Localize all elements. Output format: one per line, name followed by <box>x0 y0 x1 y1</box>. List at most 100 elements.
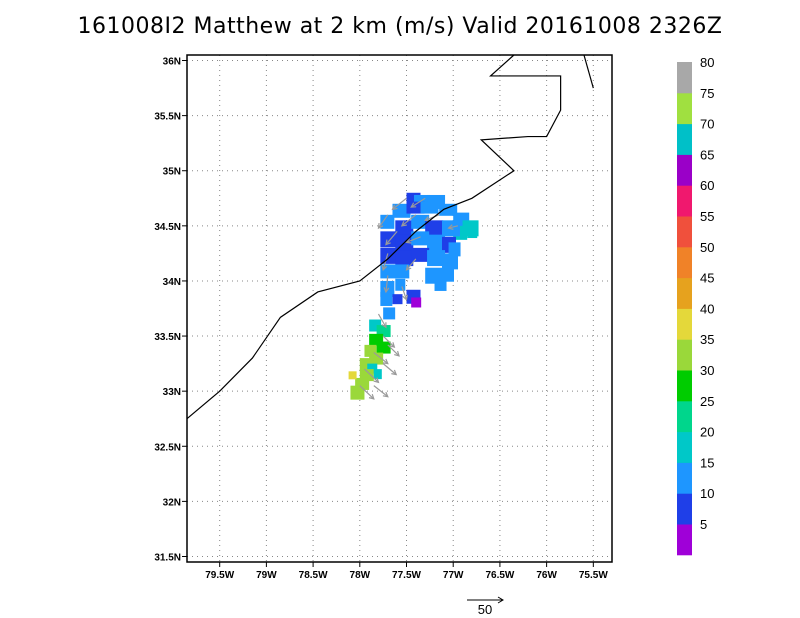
wind-vector-head <box>368 393 375 400</box>
wind-vector <box>392 197 407 210</box>
coastline <box>583 54 594 89</box>
lon-tick-label: 76W <box>536 570 557 581</box>
wind-vector-head <box>377 223 384 230</box>
colorbar-label: 25 <box>700 394 714 409</box>
colorbar-segment <box>677 123 692 155</box>
lat-tick-label: 35.5N <box>154 112 181 123</box>
wind-vector-head <box>383 287 390 294</box>
wind-vector <box>410 197 426 208</box>
lat-tick-label: 33.5N <box>154 332 181 343</box>
wind-vector <box>377 313 387 328</box>
wind-cell <box>448 242 461 257</box>
colorbar-segment <box>677 154 692 186</box>
wind-cell <box>383 307 396 320</box>
wind-vector <box>373 385 389 398</box>
colorbar-segment <box>677 400 692 433</box>
plot-frame <box>186 54 613 563</box>
wind-cell <box>467 228 478 239</box>
colorbar-segment <box>677 462 692 494</box>
colorbar-label: 45 <box>700 271 714 286</box>
colorbar-label: 40 <box>700 301 714 316</box>
wind-cell <box>380 214 395 229</box>
coastline <box>186 54 562 420</box>
colorbar-segment <box>677 308 692 340</box>
lat-tick-label: 32.5N <box>154 442 181 453</box>
lon-tick-label: 77W <box>443 570 464 581</box>
colorbar-label: 20 <box>700 425 714 440</box>
wind-vector-head <box>394 350 400 357</box>
colorbar-label: 55 <box>700 209 714 224</box>
wind-vector-head <box>373 377 380 384</box>
lat-tick-label: 34.5N <box>154 222 181 233</box>
colorbar-segment <box>677 246 692 279</box>
wind-vector-head <box>382 391 389 398</box>
wind-vector <box>373 352 389 365</box>
wind-vector <box>385 275 389 293</box>
wind-vector-head <box>400 221 407 227</box>
colorbar-segment <box>677 216 692 248</box>
wind-cell <box>395 278 406 291</box>
wind-vector <box>401 214 417 227</box>
wind-cell <box>442 267 454 282</box>
wind-cell <box>380 247 397 264</box>
colorbar-label: 5 <box>700 517 707 532</box>
wind-vector-head <box>391 204 398 211</box>
wind-vector-head <box>391 369 398 376</box>
wind-cell <box>427 250 446 267</box>
lon-tick-label: 79W <box>256 570 277 581</box>
colorbar-segment <box>677 339 692 371</box>
colorbar-segment <box>677 92 692 125</box>
wind-cell <box>406 201 425 214</box>
wind-cell <box>380 291 393 306</box>
wind-cell <box>411 231 430 246</box>
wind-cell <box>442 253 458 270</box>
wind-vector-head <box>447 224 454 230</box>
colorbar-label: 30 <box>700 363 714 378</box>
wind-cell <box>350 385 365 400</box>
wind-cell <box>395 220 414 237</box>
chart-title: 161008I2 Matthew at 2 km (m/s) Valid 201… <box>77 14 723 39</box>
lon-tick-label: 79.5W <box>205 570 234 581</box>
lat-tick-label: 33N <box>163 387 181 398</box>
lon-tick-label: 76.5W <box>485 570 514 581</box>
lon-tick-label: 75.5W <box>579 570 608 581</box>
wind-vector-head <box>381 264 388 272</box>
colorbar-segment <box>677 185 692 217</box>
wind-cell <box>392 203 411 218</box>
colorbar-segment <box>677 62 692 94</box>
lat-tick-label: 32N <box>163 497 181 508</box>
wind-cell <box>376 341 391 354</box>
lon-tick-label: 78.5W <box>299 570 328 581</box>
wind-vector-head <box>405 238 412 244</box>
colorbar-segment <box>677 277 692 309</box>
wind-vector <box>406 236 421 243</box>
colorbar-label: 70 <box>700 117 714 132</box>
wind-cell <box>420 201 439 214</box>
wind-vector-head <box>410 202 417 208</box>
wind-cell <box>411 247 430 262</box>
wind-cell <box>427 234 446 251</box>
wind-cell <box>425 267 444 284</box>
lon-tick-label: 77.5W <box>392 570 421 581</box>
wind-vector <box>359 385 375 400</box>
lat-tick-label: 31.5N <box>154 552 181 563</box>
wind-vector <box>382 335 395 348</box>
lat-tick-label: 35N <box>163 167 181 178</box>
wind-vector <box>364 368 379 383</box>
colorbar-segment <box>677 370 692 402</box>
wind-cell <box>367 363 378 374</box>
lon-tick-label: 78W <box>350 570 371 581</box>
colorbar-label: 10 <box>700 486 714 501</box>
wind-vector <box>382 363 397 376</box>
colorbar-label: 15 <box>700 455 714 470</box>
wind-cell <box>434 280 447 291</box>
wind-cell <box>395 264 410 279</box>
colorbar-label: 35 <box>700 332 714 347</box>
colorbar-label: 65 <box>700 147 714 162</box>
wind-vector <box>382 253 389 271</box>
wind-vector <box>448 225 459 229</box>
lat-tick-label: 36N <box>163 57 181 68</box>
wind-cell <box>373 369 382 380</box>
wind-cell <box>411 297 422 308</box>
